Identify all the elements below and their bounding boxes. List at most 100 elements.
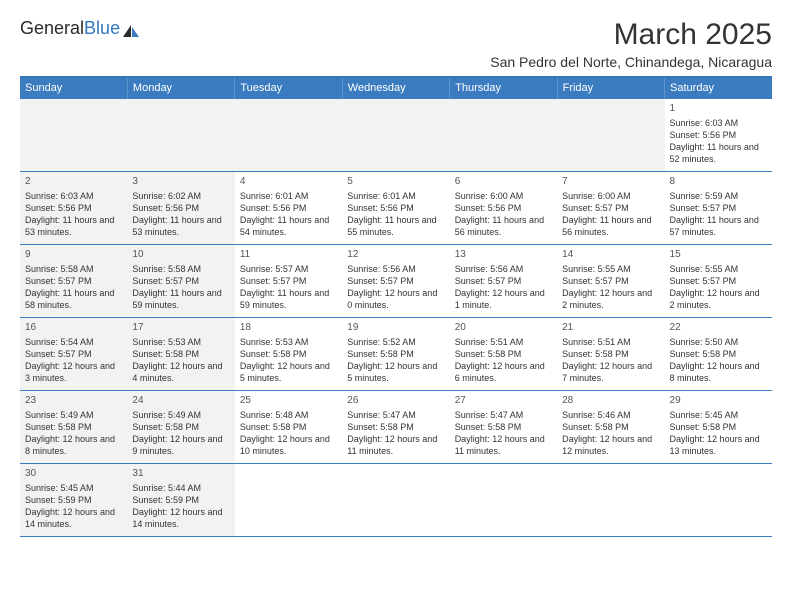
- sunset-text: Sunset: 5:56 PM: [240, 202, 337, 214]
- calendar-cell: [127, 99, 234, 172]
- sunset-text: Sunset: 5:58 PM: [562, 348, 659, 360]
- day-number: 12: [347, 248, 444, 262]
- sunrise-text: Sunrise: 5:53 AM: [132, 336, 229, 348]
- sunset-text: Sunset: 5:56 PM: [132, 202, 229, 214]
- calendar-cell: 22Sunrise: 5:50 AMSunset: 5:58 PMDayligh…: [665, 318, 772, 391]
- day-number: 25: [240, 394, 337, 408]
- day-number: 8: [670, 175, 767, 189]
- sunset-text: Sunset: 5:58 PM: [670, 421, 767, 433]
- sunrise-text: Sunrise: 5:45 AM: [670, 409, 767, 421]
- calendar-cell: 10Sunrise: 5:58 AMSunset: 5:57 PMDayligh…: [127, 245, 234, 318]
- day-number: 28: [562, 394, 659, 408]
- sunset-text: Sunset: 5:57 PM: [132, 275, 229, 287]
- sunset-text: Sunset: 5:58 PM: [25, 421, 122, 433]
- sunrise-text: Sunrise: 5:48 AM: [240, 409, 337, 421]
- day-number: 2: [25, 175, 122, 189]
- sunset-text: Sunset: 5:57 PM: [562, 275, 659, 287]
- calendar-cell: 18Sunrise: 5:53 AMSunset: 5:58 PMDayligh…: [235, 318, 342, 391]
- calendar-cell: 29Sunrise: 5:45 AMSunset: 5:58 PMDayligh…: [665, 391, 772, 464]
- calendar-cell: 5Sunrise: 6:01 AMSunset: 5:56 PMDaylight…: [342, 172, 449, 245]
- daylight-text: Daylight: 12 hours and 3 minutes.: [25, 360, 122, 384]
- weekday-header: Monday: [127, 78, 234, 99]
- day-number: 6: [455, 175, 552, 189]
- sunrise-text: Sunrise: 6:01 AM: [347, 190, 444, 202]
- sunrise-text: Sunrise: 6:03 AM: [25, 190, 122, 202]
- sunset-text: Sunset: 5:57 PM: [670, 275, 767, 287]
- day-number: 30: [25, 467, 122, 481]
- calendar-cell: 21Sunrise: 5:51 AMSunset: 5:58 PMDayligh…: [557, 318, 664, 391]
- calendar-cell: 25Sunrise: 5:48 AMSunset: 5:58 PMDayligh…: [235, 391, 342, 464]
- weekday-header: Tuesday: [235, 78, 342, 99]
- calendar-cell: 4Sunrise: 6:01 AMSunset: 5:56 PMDaylight…: [235, 172, 342, 245]
- logo-text-left: General: [20, 18, 84, 39]
- calendar-cell: [235, 99, 342, 172]
- day-number: 14: [562, 248, 659, 262]
- daylight-text: Daylight: 11 hours and 55 minutes.: [347, 214, 444, 238]
- calendar-cell: 28Sunrise: 5:46 AMSunset: 5:58 PMDayligh…: [557, 391, 664, 464]
- day-number: 22: [670, 321, 767, 335]
- daylight-text: Daylight: 11 hours and 54 minutes.: [240, 214, 337, 238]
- header: GeneralBlue March 2025 San Pedro del Nor…: [20, 18, 772, 70]
- daylight-text: Daylight: 12 hours and 11 minutes.: [347, 433, 444, 457]
- daylight-text: Daylight: 12 hours and 2 minutes.: [670, 287, 767, 311]
- day-number: 3: [132, 175, 229, 189]
- daylight-text: Daylight: 12 hours and 2 minutes.: [562, 287, 659, 311]
- day-number: 4: [240, 175, 337, 189]
- weekday-header: Saturday: [665, 78, 772, 99]
- calendar-cell: 31Sunrise: 5:44 AMSunset: 5:59 PMDayligh…: [127, 464, 234, 537]
- calendar-cell: [235, 464, 342, 537]
- day-number: 21: [562, 321, 659, 335]
- day-number: 9: [25, 248, 122, 262]
- calendar-cell: 27Sunrise: 5:47 AMSunset: 5:58 PMDayligh…: [450, 391, 557, 464]
- calendar-cell: 9Sunrise: 5:58 AMSunset: 5:57 PMDaylight…: [20, 245, 127, 318]
- daylight-text: Daylight: 12 hours and 7 minutes.: [562, 360, 659, 384]
- sunrise-text: Sunrise: 5:51 AM: [562, 336, 659, 348]
- sunrise-text: Sunrise: 5:47 AM: [455, 409, 552, 421]
- calendar-cell: 26Sunrise: 5:47 AMSunset: 5:58 PMDayligh…: [342, 391, 449, 464]
- calendar-cell: 6Sunrise: 6:00 AMSunset: 5:56 PMDaylight…: [450, 172, 557, 245]
- month-title: March 2025: [490, 18, 772, 52]
- sunrise-text: Sunrise: 5:49 AM: [132, 409, 229, 421]
- sunset-text: Sunset: 5:57 PM: [25, 348, 122, 360]
- day-number: 11: [240, 248, 337, 262]
- sunset-text: Sunset: 5:59 PM: [132, 494, 229, 506]
- daylight-text: Daylight: 11 hours and 52 minutes.: [670, 141, 767, 165]
- sunrise-text: Sunrise: 6:03 AM: [670, 117, 767, 129]
- daylight-text: Daylight: 12 hours and 6 minutes.: [455, 360, 552, 384]
- day-number: 23: [25, 394, 122, 408]
- sunrise-text: Sunrise: 5:51 AM: [455, 336, 552, 348]
- daylight-text: Daylight: 12 hours and 13 minutes.: [670, 433, 767, 457]
- daylight-text: Daylight: 11 hours and 56 minutes.: [455, 214, 552, 238]
- daylight-text: Daylight: 11 hours and 53 minutes.: [132, 214, 229, 238]
- calendar-row: 9Sunrise: 5:58 AMSunset: 5:57 PMDaylight…: [20, 245, 772, 318]
- day-number: 26: [347, 394, 444, 408]
- sunset-text: Sunset: 5:57 PM: [347, 275, 444, 287]
- sunset-text: Sunset: 5:58 PM: [670, 348, 767, 360]
- sunrise-text: Sunrise: 5:46 AM: [562, 409, 659, 421]
- sunrise-text: Sunrise: 6:00 AM: [455, 190, 552, 202]
- sunrise-text: Sunrise: 5:58 AM: [25, 263, 122, 275]
- daylight-text: Daylight: 12 hours and 11 minutes.: [455, 433, 552, 457]
- weekday-header: Sunday: [20, 78, 127, 99]
- day-number: 5: [347, 175, 444, 189]
- calendar-cell: 17Sunrise: 5:53 AMSunset: 5:58 PMDayligh…: [127, 318, 234, 391]
- weekday-row: SundayMondayTuesdayWednesdayThursdayFrid…: [20, 78, 772, 99]
- day-number: 16: [25, 321, 122, 335]
- sunset-text: Sunset: 5:56 PM: [455, 202, 552, 214]
- sunset-text: Sunset: 5:56 PM: [670, 129, 767, 141]
- calendar-cell: 15Sunrise: 5:55 AMSunset: 5:57 PMDayligh…: [665, 245, 772, 318]
- calendar-cell: [342, 464, 449, 537]
- sunrise-text: Sunrise: 5:50 AM: [670, 336, 767, 348]
- calendar-cell: 16Sunrise: 5:54 AMSunset: 5:57 PMDayligh…: [20, 318, 127, 391]
- calendar-cell: 2Sunrise: 6:03 AMSunset: 5:56 PMDaylight…: [20, 172, 127, 245]
- calendar-cell: [342, 99, 449, 172]
- daylight-text: Daylight: 12 hours and 14 minutes.: [132, 506, 229, 530]
- daylight-text: Daylight: 12 hours and 1 minute.: [455, 287, 552, 311]
- sunset-text: Sunset: 5:57 PM: [25, 275, 122, 287]
- daylight-text: Daylight: 12 hours and 9 minutes.: [132, 433, 229, 457]
- sunset-text: Sunset: 5:59 PM: [25, 494, 122, 506]
- logo-sail-icon: [122, 22, 140, 36]
- sunrise-text: Sunrise: 5:58 AM: [132, 263, 229, 275]
- title-block: March 2025 San Pedro del Norte, Chinande…: [490, 18, 772, 70]
- sunrise-text: Sunrise: 5:47 AM: [347, 409, 444, 421]
